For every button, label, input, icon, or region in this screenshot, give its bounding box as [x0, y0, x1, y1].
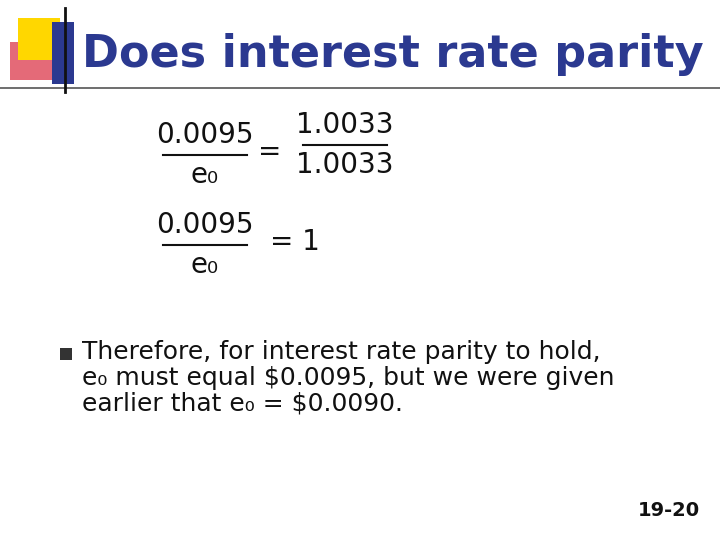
Text: e₀: e₀ [191, 161, 219, 189]
FancyBboxPatch shape [60, 348, 72, 360]
Text: 0.0095: 0.0095 [156, 121, 253, 149]
Text: e₀ must equal $0.0095, but we were given: e₀ must equal $0.0095, but we were given [82, 366, 614, 390]
Text: Does interest rate parity hold?: Does interest rate parity hold? [82, 33, 720, 77]
FancyBboxPatch shape [18, 18, 60, 60]
Text: Therefore, for interest rate parity to hold,: Therefore, for interest rate parity to h… [82, 340, 600, 364]
Text: =: = [258, 138, 282, 166]
Text: 19-20: 19-20 [638, 501, 700, 520]
Text: = 1: = 1 [270, 228, 320, 256]
Text: 0.0095: 0.0095 [156, 211, 253, 239]
FancyBboxPatch shape [10, 42, 62, 80]
Text: 1.0033: 1.0033 [296, 111, 394, 139]
FancyBboxPatch shape [52, 22, 74, 84]
Text: 1.0033: 1.0033 [296, 151, 394, 179]
Text: e₀: e₀ [191, 251, 219, 279]
Text: earlier that e₀ = $0.0090.: earlier that e₀ = $0.0090. [82, 392, 403, 416]
